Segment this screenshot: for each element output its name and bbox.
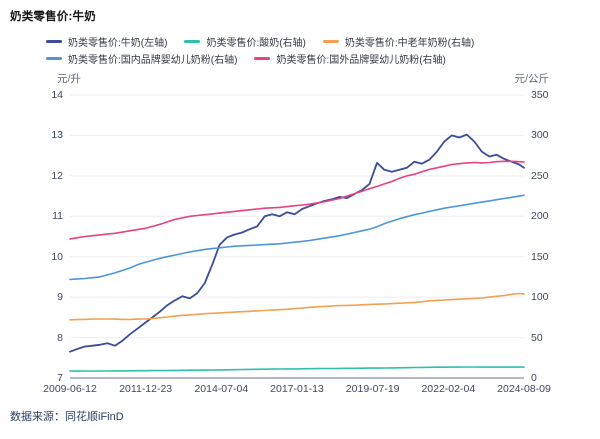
footer-source: 数据来源：同花顺iFinD bbox=[10, 411, 124, 423]
series-line-0 bbox=[69, 133, 525, 353]
left-tick-label: 13 bbox=[51, 129, 63, 142]
legend-label: 奶类零售价:国外品牌婴幼儿奶粉(右轴) bbox=[276, 55, 446, 66]
series-line-3 bbox=[69, 194, 525, 281]
left-tick-label: 10 bbox=[51, 250, 63, 263]
left-tick-label: 12 bbox=[51, 169, 63, 182]
right-tick-label: 100 bbox=[531, 291, 549, 304]
x-tick-label: 2011-12-23 bbox=[119, 383, 173, 395]
right-tick-label: 250 bbox=[531, 169, 549, 182]
left-tick-label: 11 bbox=[52, 210, 63, 223]
x-tick-label: 2019-07-19 bbox=[345, 383, 400, 395]
chart-title: 奶类零售价:牛奶 bbox=[10, 11, 96, 23]
right-tick-label: 300 bbox=[531, 129, 549, 142]
legend-marker bbox=[322, 40, 339, 43]
legend-item[interactable]: 奶类零售价:中老年奶粉(右轴) bbox=[322, 34, 475, 49]
series-line-4 bbox=[69, 160, 525, 240]
left-tick-label: 9 bbox=[57, 291, 63, 304]
left-tick-label: 7 bbox=[57, 372, 63, 384]
legend-row: 奶类零售价:牛奶(左轴) 奶类零售价:酸奶(右轴) 奶类零售价:中老年奶粉(右轴) bbox=[46, 33, 586, 50]
x-tick-label: 2017-01-13 bbox=[270, 383, 324, 395]
right-tick-label: 0 bbox=[531, 372, 537, 384]
legend-marker bbox=[46, 57, 62, 60]
x-tick-label: 2014-07-04 bbox=[194, 383, 249, 395]
legend-marker bbox=[184, 40, 201, 43]
legend-item[interactable]: 奶类零售价:国内品牌婴幼儿奶粉(右轴) bbox=[46, 51, 237, 66]
legend-marker bbox=[254, 57, 271, 60]
left-tick-label: 8 bbox=[57, 331, 63, 344]
series-line-1 bbox=[69, 366, 525, 372]
series-line-2 bbox=[69, 292, 525, 321]
right-tick-label: 150 bbox=[531, 250, 549, 263]
legend-item[interactable]: 奶类零售价:牛奶(左轴) bbox=[46, 34, 167, 49]
x-tick-label: 2022-02-04 bbox=[421, 383, 476, 395]
legend-label: 奶类零售价:国内品牌婴幼儿奶粉(右轴) bbox=[68, 55, 238, 66]
legend-item[interactable]: 奶类零售价:酸奶(右轴) bbox=[184, 34, 306, 49]
legend-label: 奶类零售价:牛奶(左轴) bbox=[68, 38, 168, 49]
left-axis-unit: 元/升 bbox=[57, 73, 81, 85]
legend: 奶类零售价:牛奶(左轴) 奶类零售价:酸奶(右轴) 奶类零售价:中老年奶粉(右轴) 奶… bbox=[46, 33, 586, 67]
legend-label: 奶类零售价:中老年奶粉(右轴) bbox=[344, 38, 475, 49]
right-tick-label: 350 bbox=[531, 89, 549, 101]
x-tick-label: 2024-08-09 bbox=[497, 383, 551, 395]
legend-item[interactable]: 奶类零售价:国外品牌婴幼儿奶粉(右轴) bbox=[254, 51, 446, 66]
legend-label: 奶类零售价:酸奶(右轴) bbox=[206, 38, 306, 49]
left-tick-label: 14 bbox=[51, 89, 63, 101]
right-tick-label: 50 bbox=[531, 331, 543, 344]
right-tick-label: 200 bbox=[531, 210, 549, 223]
x-tick-label: 2009-06-12 bbox=[43, 383, 97, 395]
right-axis-unit: 元/公斤 bbox=[514, 73, 549, 85]
legend-marker bbox=[46, 40, 62, 43]
legend-row: 奶类零售价:国内品牌婴幼儿奶粉(右轴) 奶类零售价:国外品牌婴幼儿奶粉(右轴) bbox=[46, 50, 586, 67]
